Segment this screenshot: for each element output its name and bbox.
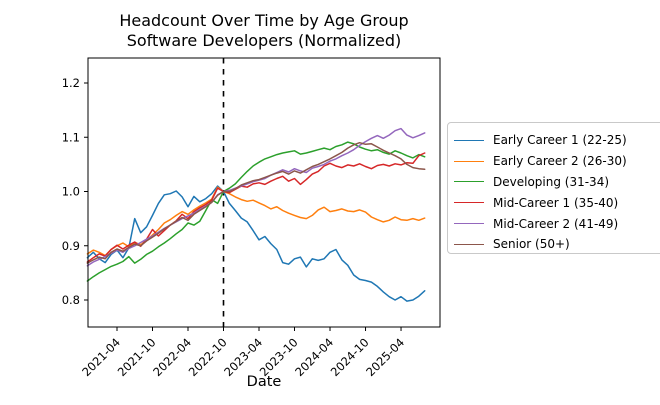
- legend-item-label: Developing (31-34): [493, 174, 610, 189]
- chart-title-line1: Headcount Over Time by Age Group: [119, 11, 409, 30]
- x-tick-label: 2021-10: [115, 335, 159, 379]
- legend-line-swatch-icon: [454, 243, 484, 245]
- y-tick-label: 0.9: [62, 239, 80, 253]
- legend-item-label: Mid-Career 2 (41-49): [493, 216, 619, 231]
- series-line: [86, 141, 426, 264]
- series-line: [86, 141, 426, 282]
- legend-line-swatch-icon: [454, 160, 484, 162]
- x-tick-label: 2025-04: [363, 335, 407, 379]
- x-tick-label: 2023-10: [257, 335, 301, 379]
- legend-item: Mid-Career 1 (35-40): [454, 192, 660, 213]
- x-tick-label: 2022-10: [186, 335, 230, 379]
- series-line: [86, 185, 426, 302]
- legend-item: Early Career 1 (22-25): [454, 130, 660, 151]
- legend-item-label: Early Career 1 (22-25): [493, 133, 627, 148]
- legend-item-label: Senior (50+): [493, 237, 570, 252]
- y-tick-label: 0.8: [62, 293, 80, 307]
- x-tick-label: 2022-04: [150, 335, 194, 379]
- legend-item-label: Early Career 2 (26-30): [493, 154, 627, 169]
- legend-line-swatch-icon: [454, 181, 484, 183]
- legend-item: Mid-Career 2 (41-49): [454, 213, 660, 234]
- legend-item: Senior (50+): [454, 234, 660, 255]
- legend-item-label: Mid-Career 1 (35-40): [493, 195, 619, 210]
- y-tick-label: 1.2: [62, 76, 80, 90]
- chart-title-line2: Software Developers (Normalized): [126, 31, 402, 50]
- x-tick-label: 2023-04: [221, 335, 265, 379]
- legend-item: Early Career 2 (26-30): [454, 151, 660, 172]
- legend-line-swatch-icon: [454, 202, 484, 204]
- legend-item: Developing (31-34): [454, 172, 660, 193]
- x-tick-label: 2024-04: [292, 335, 336, 379]
- chart-title: Headcount Over Time by Age Group Softwar…: [68, 11, 460, 51]
- legend-line-swatch-icon: [454, 139, 484, 141]
- x-tick-label: 2021-04: [79, 335, 123, 379]
- legend: Early Career 1 (22-25) Early Career 2 (26…: [447, 122, 660, 254]
- legend-line-swatch-icon: [454, 223, 484, 225]
- y-tick-label: 1.0: [62, 185, 80, 199]
- axes-box: [87, 57, 441, 328]
- x-tick-label: 2024-10: [328, 335, 372, 379]
- x-axis-label: Date: [246, 374, 282, 390]
- y-tick-label: 1.1: [62, 130, 80, 144]
